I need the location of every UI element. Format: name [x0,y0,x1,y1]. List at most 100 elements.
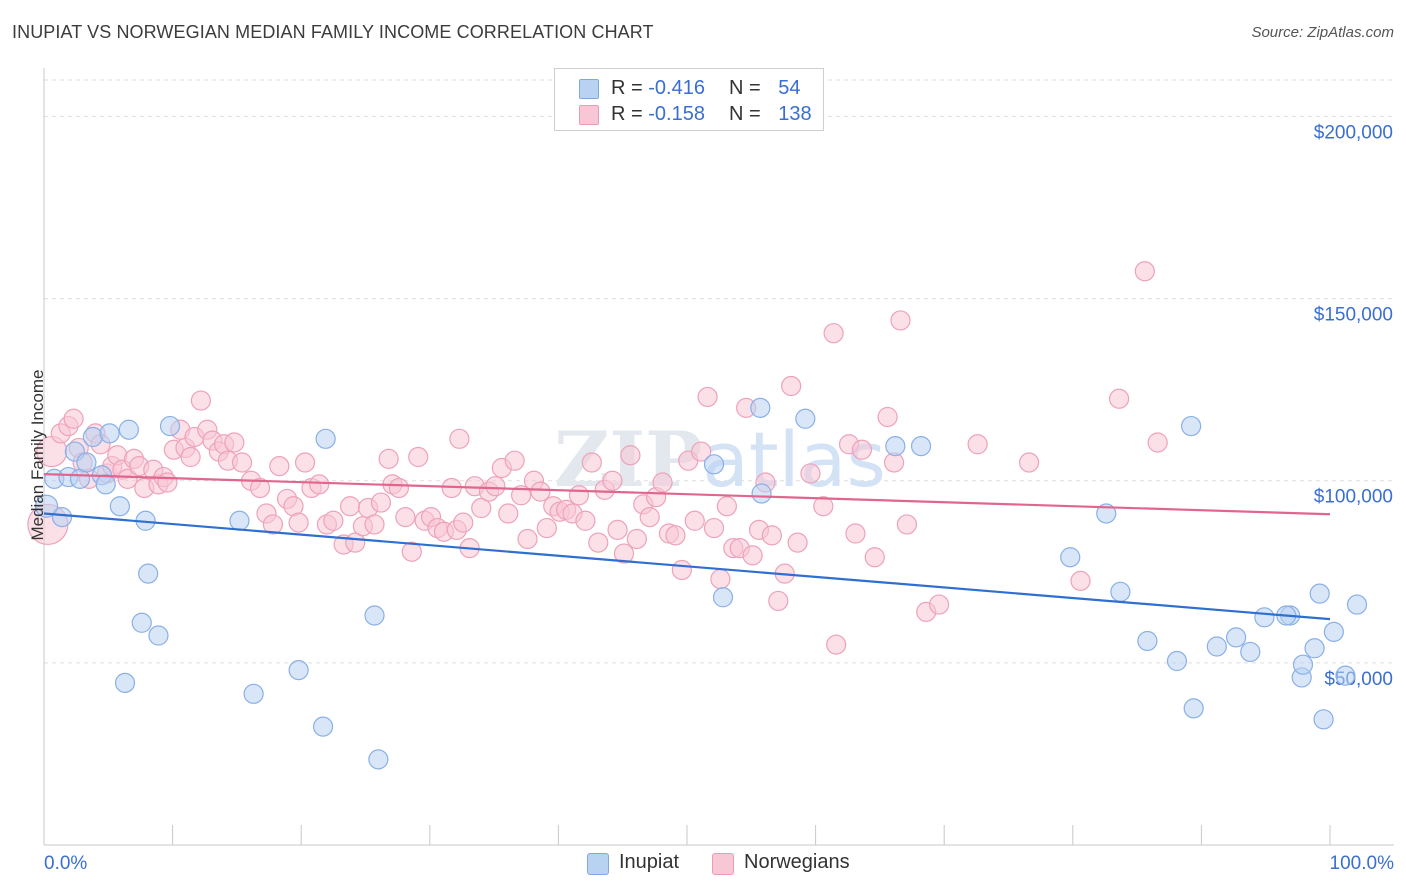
legend-label-inupiat: Inupiat [619,851,680,873]
legend-r-value-norwegians: -0.158 [648,103,705,125]
legend-r-label: R = [611,77,649,99]
data-point-norwegians [190,390,211,411]
data-point-inupiat [1166,650,1188,672]
chart-title: INUPIAT VS NORWEGIAN MEDIAN FAMILY INCOM… [12,22,654,42]
data-point-norwegians [401,541,422,562]
data-point-norwegians [449,428,470,449]
data-point-norwegians [697,386,718,408]
data-point-inupiat [1254,607,1275,628]
data-point-norwegians [652,472,673,493]
data-point-norwegians [665,525,686,546]
data-point-norwegians [639,507,660,528]
data-point-norwegians [485,476,506,497]
data-point-norwegians [63,408,84,429]
data-point-inupiat [1183,698,1204,719]
data-point-norwegians [364,514,385,535]
data-point-inupiat [243,683,264,704]
data-point-inupiat [99,423,120,444]
data-point-inupiat [750,397,771,418]
data-point-inupiat [109,496,130,517]
legend-r-value-inupiat: -0.416 [648,77,705,99]
data-point-norwegians [800,463,821,484]
data-point-norwegians [826,634,847,655]
data-point-norwegians [684,510,705,531]
data-point-norwegians [710,568,731,590]
data-point-norwegians [388,477,410,499]
y-tick-label: $150,000 [1314,305,1393,326]
data-point-norwegians [323,510,344,531]
data-point-norwegians [781,375,802,397]
data-point-norwegians [896,514,918,535]
x-tick-label: 100.0% [1330,853,1395,874]
data-point-inupiat [34,494,59,518]
y-axis-label: Median Family Income [28,369,47,541]
data-point-inupiat [368,749,389,770]
data-point-norwegians [471,497,492,519]
data-point-inupiat [1137,630,1158,652]
legend-swatch-inupiat [579,79,599,99]
data-point-norwegians [453,512,474,533]
data-point-inupiat [1309,583,1330,604]
data-point-norwegians [504,450,525,471]
data-point-norwegians [511,485,532,506]
legend-label-norwegians: Norwegians [744,851,850,873]
data-point-inupiat [1206,636,1227,657]
legend-swatch-inupiat [587,853,609,875]
data-point-norwegians [117,468,138,489]
data-point-inupiat [1060,547,1081,568]
data-point-norwegians [378,448,399,469]
legend-n-value-norwegians: 138 [778,103,812,125]
legend-r-label: R = [611,103,649,125]
data-point-norwegians [395,507,416,528]
data-point-norwegians [498,503,519,524]
data-point-norwegians [581,452,602,473]
data-point-norwegians [588,532,609,553]
legend-n-label: N = [729,103,767,125]
data-point-inupiat [1313,709,1334,730]
data-point-norwegians [613,543,635,564]
data-point-norwegians [620,445,641,466]
data-point-norwegians [269,456,290,477]
data-point-norwegians [967,434,988,455]
data-point-norwegians [1134,261,1155,282]
data-point-norwegians [288,512,309,533]
data-point-norwegians [851,439,872,460]
data-point-inupiat [364,605,385,626]
data-point-norwegians [890,310,911,331]
data-point-norwegians [742,545,763,566]
legend-n-label: N = [729,77,767,99]
data-point-inupiat [795,408,816,429]
data-point-norwegians [877,406,898,428]
data-point-norwegians [408,446,429,468]
data-point-norwegians [845,523,866,544]
data-point-inupiat [1226,627,1247,648]
data-point-inupiat [1323,621,1344,642]
data-point-inupiat [51,507,73,528]
y-tick-label: $200,000 [1314,122,1393,143]
data-point-norwegians [703,517,725,539]
correlation-legend: R = -0.416 N = 54 R = -0.158 N = 138 [554,68,824,131]
data-point-inupiat [76,452,97,473]
data-point-inupiat [82,426,103,448]
data-point-norwegians [761,525,782,546]
data-point-norwegians [231,452,253,473]
data-point-inupiat [885,436,906,457]
data-point-inupiat [288,660,309,681]
data-point-inupiat [95,474,116,495]
legend-swatch-norwegians [712,853,734,875]
data-point-inupiat [1304,638,1325,659]
data-point-norwegians [568,485,590,506]
data-point-norwegians [602,470,623,491]
data-point-norwegians [671,559,692,581]
data-point-inupiat [1292,654,1314,675]
data-point-norwegians [813,496,834,517]
data-point-norwegians [1108,388,1130,409]
data-point-norwegians [536,517,557,539]
data-point-norwegians [1018,452,1040,473]
data-point-inupiat [138,563,159,584]
y-tick-label: $100,000 [1314,487,1393,508]
source-credit: Source: ZipAtlas.com [1251,24,1394,41]
data-point-norwegians [1070,570,1091,591]
data-point-norwegians [224,432,245,453]
